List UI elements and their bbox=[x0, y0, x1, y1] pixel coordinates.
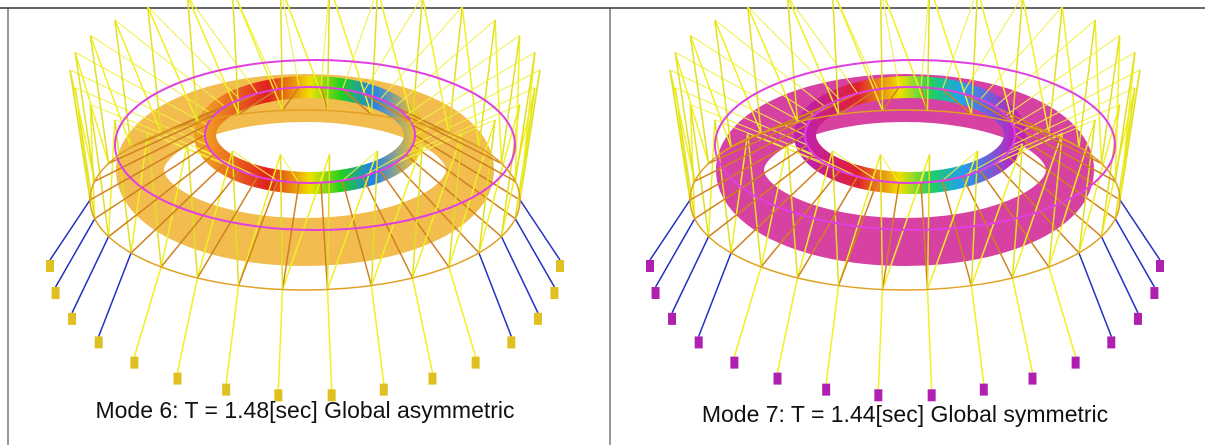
cable bbox=[495, 20, 501, 163]
anchor bbox=[46, 260, 54, 272]
stay bbox=[971, 286, 983, 384]
stay bbox=[1079, 253, 1111, 337]
cable bbox=[1095, 20, 1101, 163]
stay bbox=[99, 253, 131, 337]
anchor bbox=[222, 384, 230, 396]
anchor bbox=[874, 389, 882, 401]
cable bbox=[109, 120, 115, 237]
stay bbox=[226, 286, 238, 384]
models bbox=[46, 0, 1164, 401]
anchor bbox=[1029, 373, 1037, 385]
anchor bbox=[1072, 357, 1080, 369]
stay bbox=[778, 278, 798, 373]
anchor bbox=[95, 336, 103, 348]
stay bbox=[699, 253, 731, 337]
anchor bbox=[1150, 287, 1158, 299]
anchor bbox=[68, 313, 76, 325]
anchor bbox=[695, 336, 703, 348]
mast bbox=[90, 35, 108, 163]
anchor bbox=[174, 373, 182, 385]
anchor bbox=[774, 373, 782, 385]
cable bbox=[709, 120, 715, 237]
stay bbox=[734, 267, 761, 357]
anchor bbox=[556, 260, 564, 272]
anchor bbox=[130, 357, 138, 369]
anchor bbox=[1107, 336, 1115, 348]
anchor bbox=[1134, 313, 1142, 325]
cable bbox=[942, 0, 977, 89]
caption: Mode 6: T = 1.48[sec] Global asymmetric bbox=[95, 397, 514, 423]
stay bbox=[927, 290, 931, 390]
stay bbox=[826, 286, 838, 384]
stay bbox=[134, 267, 161, 357]
anchor bbox=[429, 373, 437, 385]
anchor bbox=[52, 287, 60, 299]
cable bbox=[280, 0, 299, 87]
stay bbox=[413, 278, 433, 373]
anchor bbox=[928, 389, 936, 401]
anchor bbox=[646, 260, 654, 272]
anchor bbox=[507, 336, 515, 348]
anchor bbox=[668, 313, 676, 325]
stay bbox=[1120, 200, 1160, 260]
mast bbox=[690, 35, 708, 163]
figure: Mode 6: T = 1.48[sec] Global asymmetric … bbox=[0, 0, 1205, 445]
stay bbox=[278, 290, 282, 390]
stay bbox=[878, 290, 882, 390]
stay bbox=[479, 253, 511, 337]
cable bbox=[880, 0, 899, 87]
anchor bbox=[652, 287, 660, 299]
cable bbox=[342, 0, 377, 89]
anchor bbox=[472, 357, 480, 369]
anchor bbox=[730, 357, 738, 369]
cable bbox=[788, 0, 858, 93]
stay bbox=[178, 278, 198, 373]
anchor bbox=[380, 384, 388, 396]
cable bbox=[1120, 52, 1135, 200]
cable bbox=[115, 20, 225, 107]
stay bbox=[371, 286, 383, 384]
cable bbox=[690, 35, 731, 147]
cable bbox=[520, 52, 535, 200]
stay bbox=[1013, 278, 1033, 373]
anchor bbox=[980, 384, 988, 396]
anchor bbox=[1156, 260, 1164, 272]
cable bbox=[715, 20, 825, 107]
stay bbox=[50, 200, 90, 260]
cable bbox=[188, 0, 258, 93]
stay bbox=[520, 200, 560, 260]
stay bbox=[327, 290, 331, 390]
stay bbox=[449, 267, 476, 357]
anchor bbox=[822, 384, 830, 396]
cable bbox=[90, 35, 131, 147]
anchor bbox=[534, 313, 542, 325]
figure-canvas: Mode 6: T = 1.48[sec] Global asymmetric … bbox=[0, 0, 1205, 445]
caption: Mode 7: T = 1.44[sec] Global symmetric bbox=[702, 401, 1108, 427]
anchor bbox=[550, 287, 558, 299]
stay bbox=[1049, 267, 1076, 357]
stay bbox=[650, 200, 690, 260]
